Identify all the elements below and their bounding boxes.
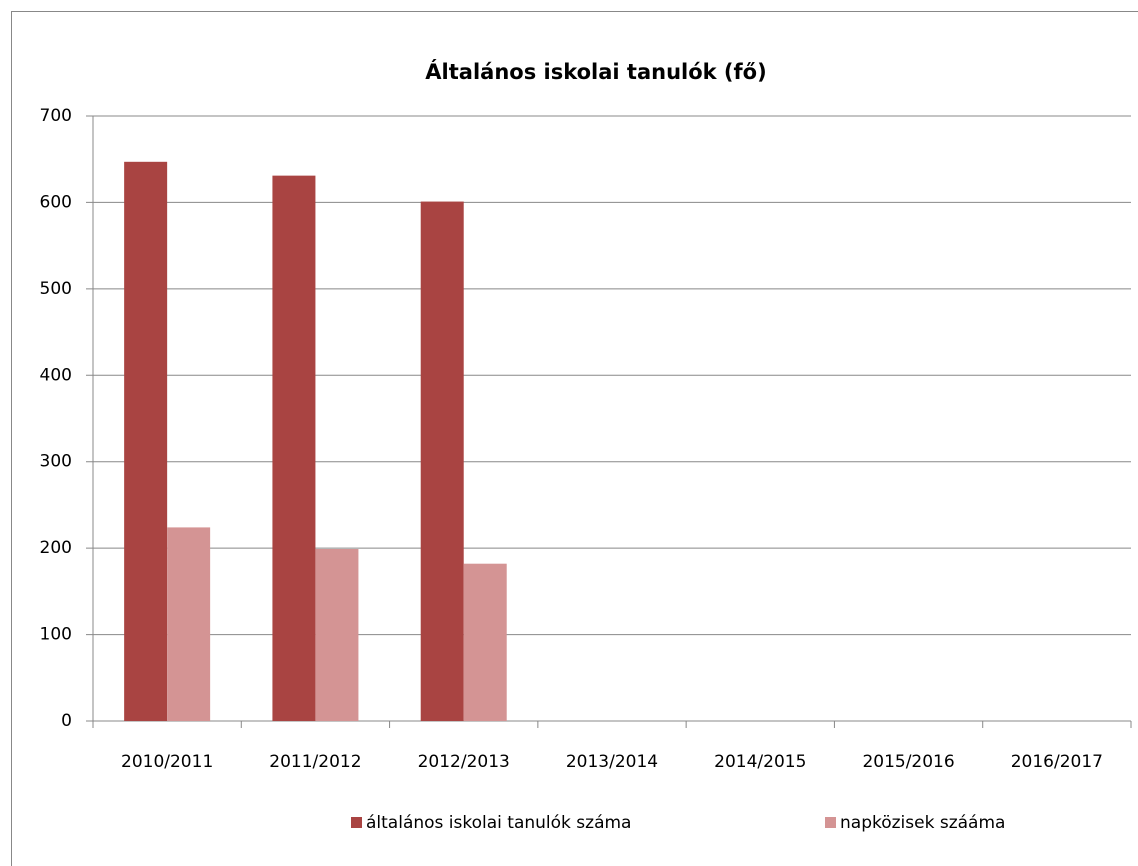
bar	[420, 201, 464, 722]
x-tick-label: 2010/2011	[121, 752, 213, 772]
y-tick-label: 300	[40, 452, 72, 472]
bar	[272, 175, 316, 721]
x-tick-label: 2016/2017	[1011, 752, 1103, 772]
y-tick-label: 0	[61, 711, 72, 731]
bar	[167, 527, 211, 721]
y-tick-label: 200	[40, 538, 72, 558]
bar	[463, 563, 507, 721]
bar	[315, 549, 359, 721]
x-tick-label: 2014/2015	[714, 752, 806, 772]
y-tick-label: 400	[40, 365, 72, 385]
y-tick-label: 700	[40, 106, 72, 126]
bar	[124, 161, 168, 722]
legend-label: napközisek szááma	[840, 813, 1005, 833]
y-tick-label: 100	[40, 625, 72, 645]
legend-label: általános iskolai tanulók száma	[366, 813, 631, 833]
x-tick-label: 2013/2014	[566, 752, 658, 772]
chart-title: Általános iskolai tanulók (fő)	[425, 59, 766, 84]
legend-swatch	[351, 817, 362, 828]
x-tick-label: 2012/2013	[418, 752, 510, 772]
chart-frame	[11, 11, 1138, 866]
y-tick-label: 500	[40, 279, 72, 299]
legend-swatch	[825, 817, 836, 828]
x-tick-label: 2011/2012	[269, 752, 361, 772]
y-tick-label: 600	[40, 192, 72, 212]
x-tick-label: 2015/2016	[862, 752, 954, 772]
